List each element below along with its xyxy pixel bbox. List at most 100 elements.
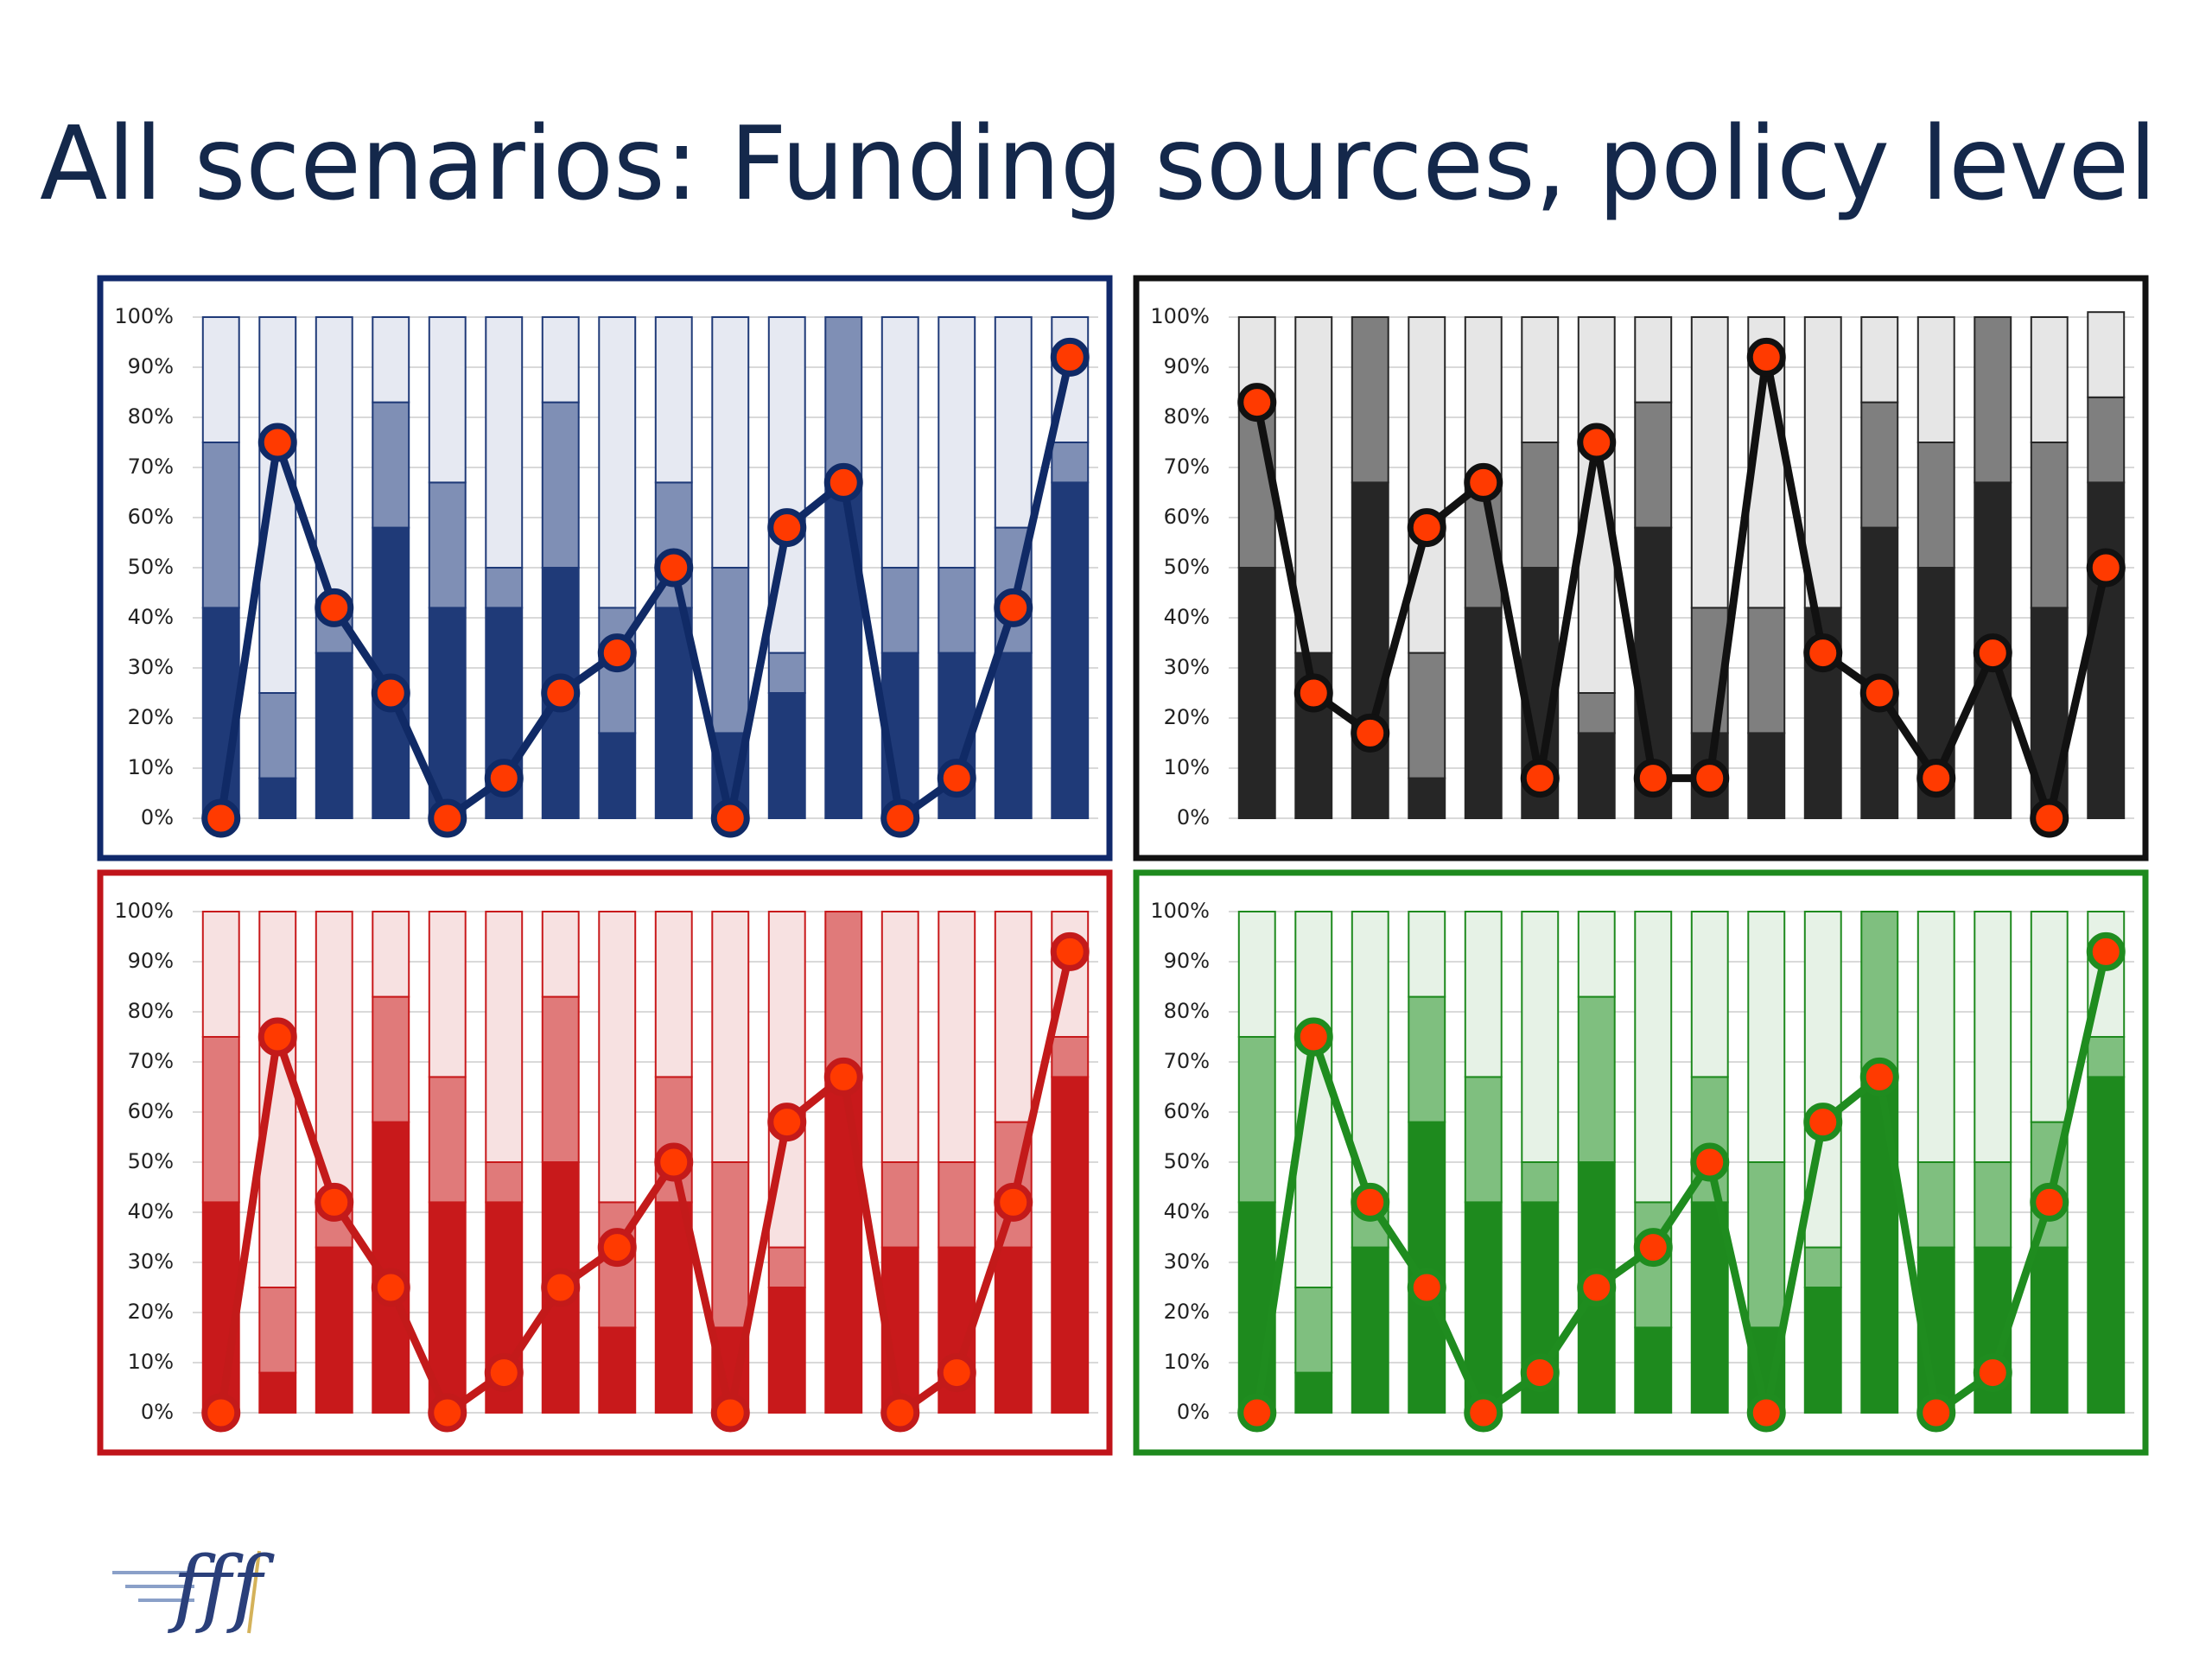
line-marker (428, 798, 467, 838)
line-marker (484, 759, 524, 798)
bar-segment (1916, 911, 1955, 1163)
bar-segment (1634, 401, 1673, 529)
y-tick-label: 10% (1164, 1350, 1210, 1374)
line-marker (654, 548, 694, 588)
bar-segment (711, 316, 750, 569)
logo-text: fff (168, 1539, 275, 1636)
bar-segment (767, 1287, 806, 1414)
bar-segment (1860, 911, 1899, 1078)
bar-segment (938, 567, 976, 654)
line-marker (484, 1353, 524, 1393)
bar-segment (372, 316, 410, 404)
y-tick-label: 30% (1164, 655, 1210, 679)
bar-segment (2030, 911, 2069, 1123)
line-marker (937, 1353, 976, 1393)
line-marker (880, 798, 920, 838)
bar-segment (1860, 316, 1899, 404)
bar-segment (372, 911, 410, 998)
y-tick-label: 50% (128, 555, 174, 579)
bar-segment (258, 777, 297, 819)
bar-segment (1294, 1287, 1333, 1374)
line-marker (1237, 383, 1277, 423)
bar-segment (1294, 1371, 1333, 1414)
bar-segment (711, 911, 750, 1163)
y-tick-label: 60% (1164, 1099, 1210, 1123)
line-marker (654, 1142, 694, 1182)
bar-segment (372, 995, 410, 1123)
bar-segment (1351, 316, 1389, 484)
bar-segment (1916, 442, 1955, 569)
line-marker (1520, 1353, 1560, 1393)
line-marker (1803, 633, 1843, 673)
bar-segment (654, 1201, 693, 1414)
bar-segment (1051, 1036, 1090, 1078)
y-tick-label: 90% (1164, 354, 1210, 378)
bar-segment (880, 1161, 919, 1249)
bar-segment (2087, 396, 2126, 484)
line-marker (880, 1393, 920, 1433)
bar-segment (1051, 1076, 1090, 1414)
line-marker (1050, 337, 1090, 377)
bar-segment (1690, 1201, 1729, 1414)
bar-segment (938, 1161, 976, 1249)
bar-segment (1577, 732, 1616, 820)
y-tick-label: 90% (1164, 949, 1210, 973)
bar-segment (994, 911, 1033, 1123)
line (217, 950, 1074, 1417)
line-marker (2086, 548, 2126, 588)
line-marker (1577, 1268, 1617, 1307)
bar-segment (767, 652, 806, 694)
y-tick-label: 50% (128, 1149, 174, 1173)
line-marker (371, 673, 410, 713)
bar-segment (598, 732, 637, 820)
y-tick-label: 90% (128, 949, 174, 973)
y-tick-label: 20% (128, 705, 174, 729)
chart: 0% 10% 20% 30% 40% 50% 60% 70% 80% 90% 100% (97, 869, 1113, 1456)
bar-segment (2030, 442, 2069, 609)
chart: 0% 10% 20% 30% 40% 50% 60% 70% 80% 90% 100% (1133, 869, 2149, 1456)
bar-segment (315, 652, 353, 819)
line-marker (767, 508, 807, 548)
bar-segment (880, 911, 919, 1163)
bar-segment (2030, 1246, 2069, 1414)
bar-segment (598, 316, 637, 609)
bar-segment (485, 567, 524, 609)
bar-segment (1803, 316, 1842, 609)
line-marker (257, 1017, 297, 1057)
y-tick-label: 20% (1164, 1300, 1210, 1324)
bar-segment (824, 911, 863, 1078)
bar-segment (1974, 316, 2012, 484)
bar-segment (1690, 316, 1729, 609)
line-marker (1237, 1393, 1277, 1433)
bar-segment (1974, 911, 2012, 1163)
bar-segment (541, 995, 580, 1163)
line-marker (1577, 423, 1617, 462)
line-marker (1746, 337, 1786, 377)
line-marker (710, 798, 750, 838)
line-marker (1690, 1142, 1730, 1182)
line-marker (1464, 1393, 1503, 1433)
bar-segment (2087, 481, 2126, 820)
line-marker (1916, 759, 1956, 798)
bar-segment (1408, 777, 1446, 819)
bar-segment (428, 1076, 467, 1204)
line-marker (1464, 462, 1503, 502)
y-tick-label: 80% (1164, 404, 1210, 429)
y-tick-label: 30% (128, 1249, 174, 1274)
bar-segment (1521, 1161, 1560, 1204)
line-marker (541, 673, 581, 713)
bar-segment (1351, 1246, 1389, 1414)
line-marker (994, 1182, 1033, 1222)
line-marker (1633, 759, 1673, 798)
bar-segment (541, 401, 580, 569)
bar-segment (711, 1161, 750, 1329)
bar-segment (428, 481, 467, 609)
line-marker (201, 798, 241, 838)
bar-segment (1803, 1287, 1842, 1414)
line-marker (315, 588, 354, 627)
bar-segment (598, 911, 637, 1204)
line-marker (597, 1228, 637, 1268)
y-tick-label: 80% (1164, 999, 1210, 1023)
line-marker (1859, 673, 1899, 713)
bar-segment (1521, 442, 1560, 569)
